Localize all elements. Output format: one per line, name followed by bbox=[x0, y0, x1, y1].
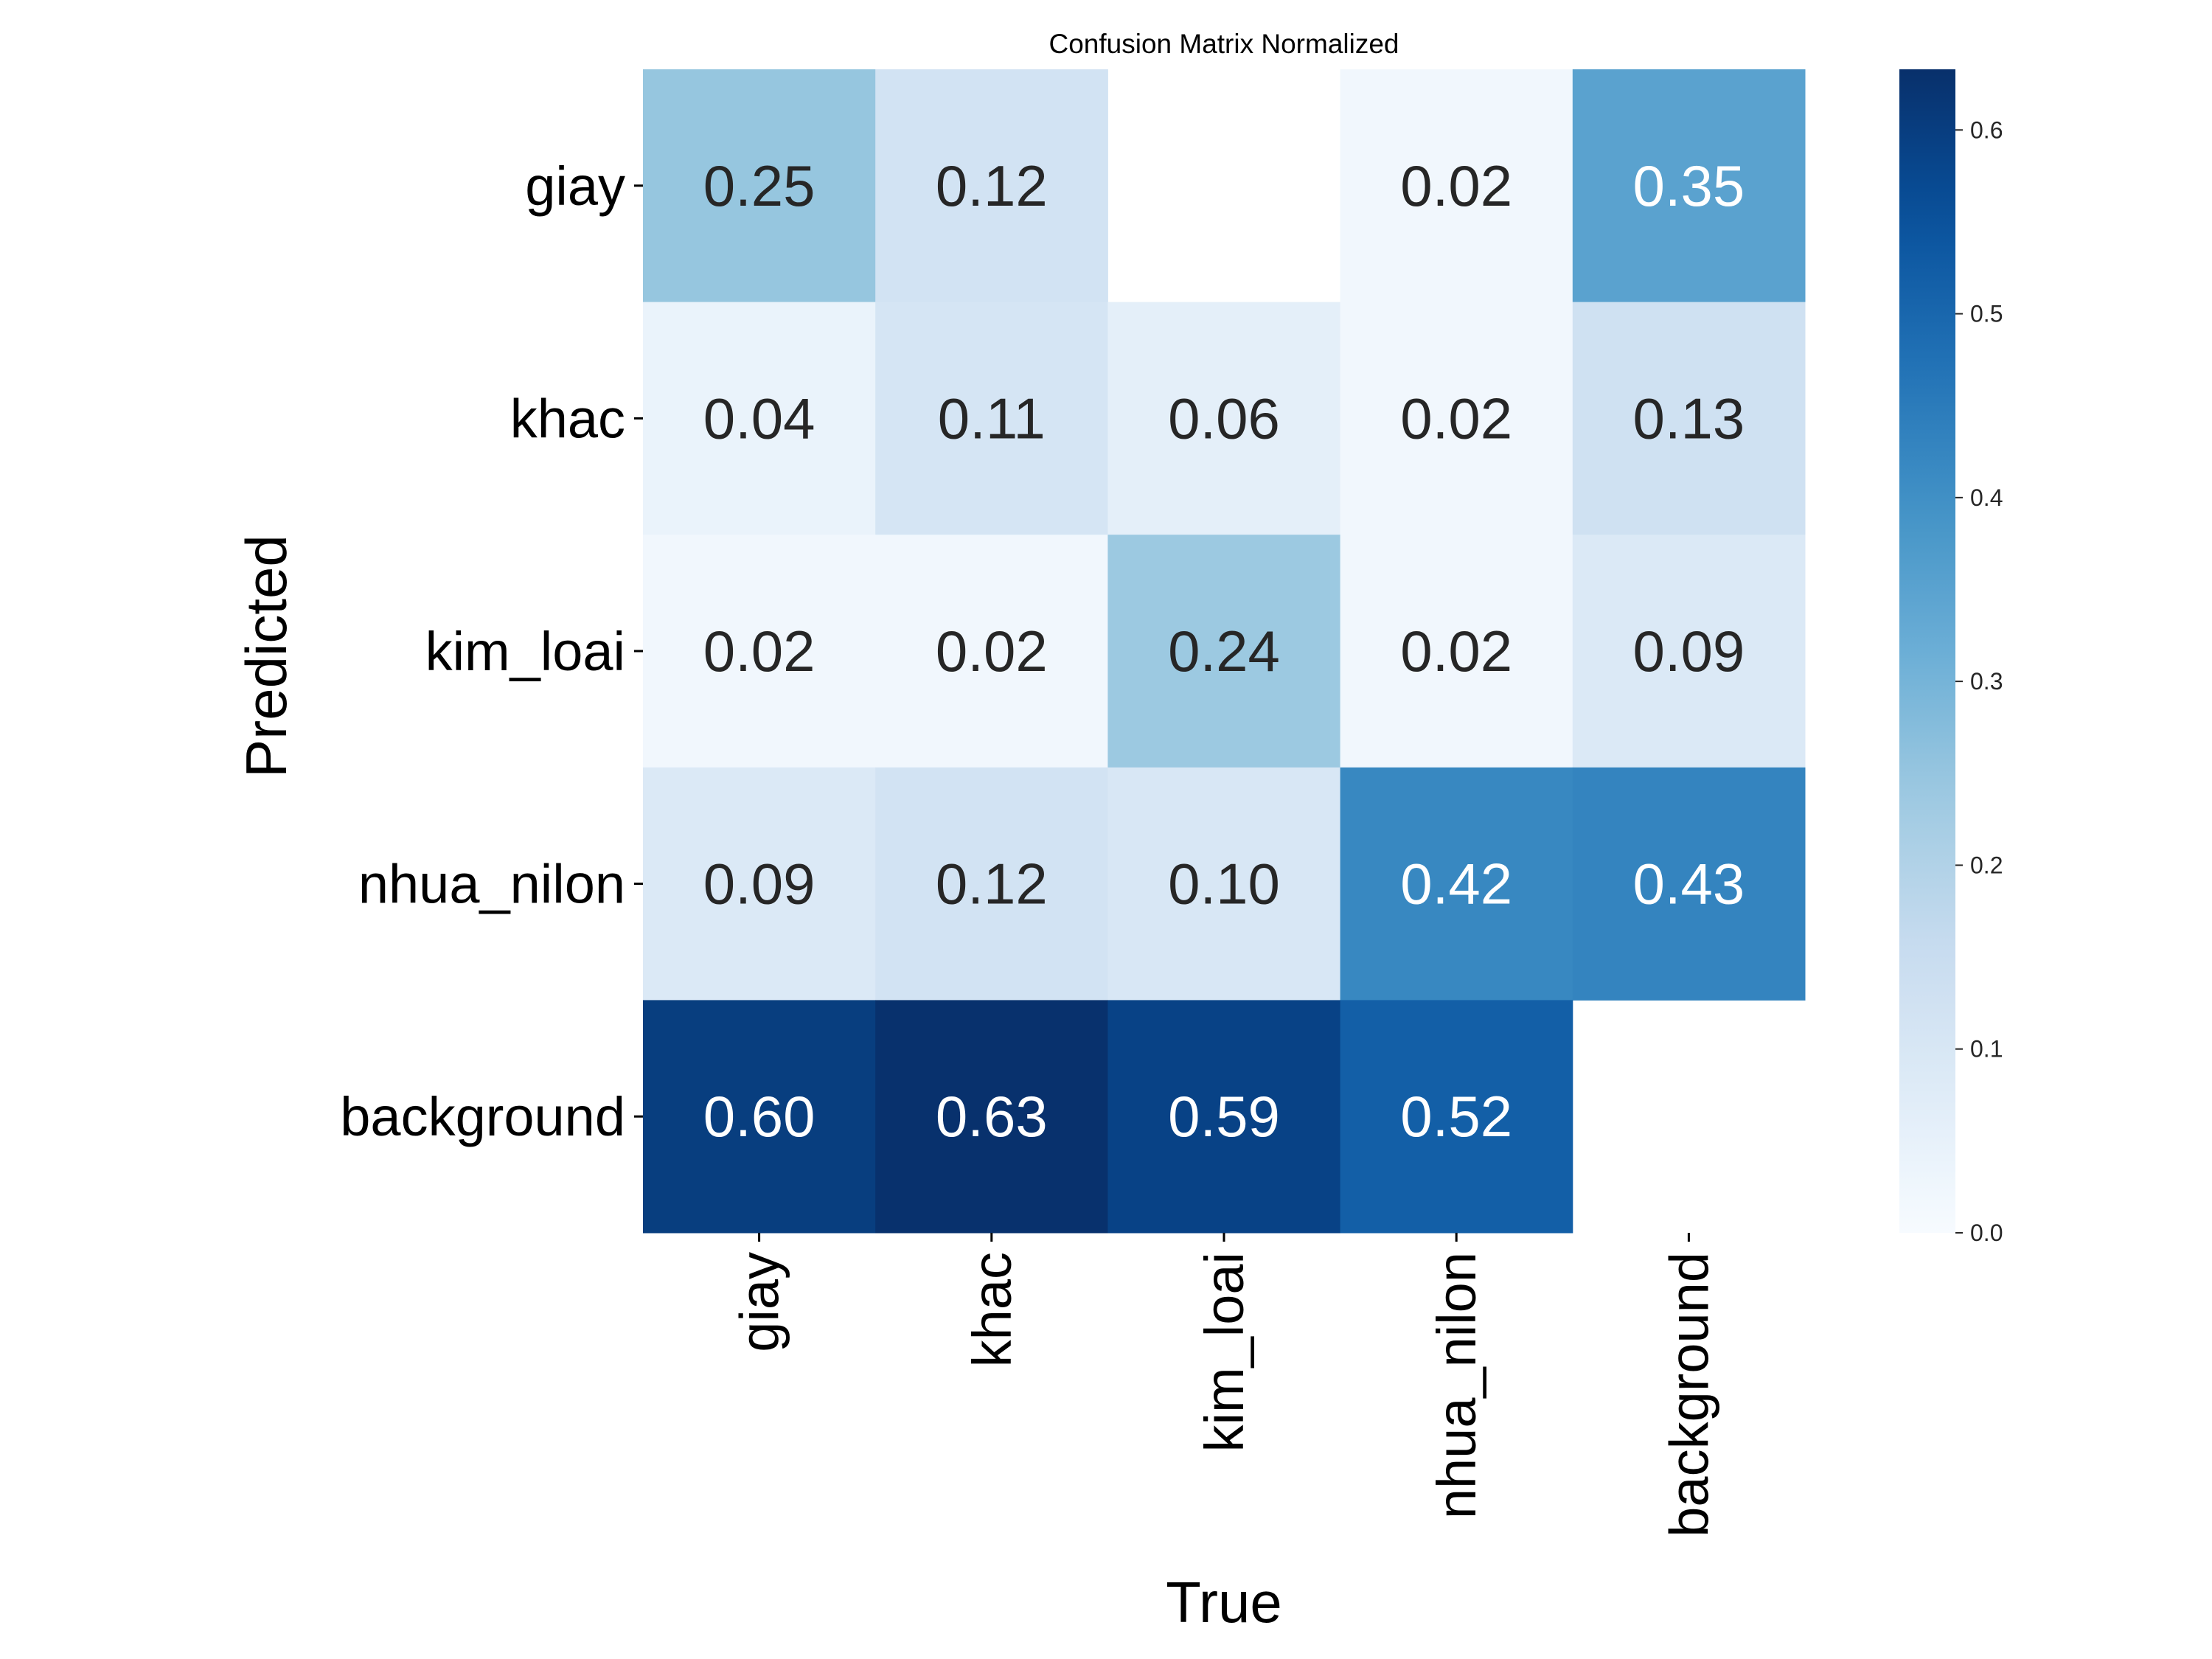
cell-value-label: 0.02 bbox=[703, 619, 815, 684]
y-tick-label: background bbox=[340, 1086, 625, 1147]
y-axis-title: Predicted bbox=[234, 535, 299, 778]
heatmap-cell bbox=[1340, 535, 1573, 768]
colorbar-tick-label: 0.4 bbox=[1970, 484, 2003, 511]
heatmap-cell bbox=[1107, 1000, 1341, 1234]
cell-value-label: 0.60 bbox=[703, 1084, 815, 1149]
colorbar-tick-label: 0.6 bbox=[1970, 116, 2003, 143]
x-tick-label: nhua_nilon bbox=[1426, 1252, 1487, 1519]
heatmap-cell bbox=[643, 69, 876, 303]
heatmap-cell bbox=[1340, 767, 1573, 1001]
cell-value-label: 0.43 bbox=[1632, 852, 1745, 917]
cell-value-label: 0.12 bbox=[936, 153, 1048, 218]
y-axis-ticks: giay khac kim_loai nhua_nilon background bbox=[340, 156, 643, 1147]
x-tick-label: giay bbox=[729, 1252, 790, 1352]
heatmap-cell bbox=[643, 535, 876, 768]
colorbar-tick-label: 0.2 bbox=[1970, 852, 2003, 878]
cell-value-label: 0.09 bbox=[1632, 619, 1745, 684]
cell-value-label: 0.13 bbox=[1632, 386, 1745, 451]
heatmap-cell bbox=[1107, 767, 1341, 1001]
heatmap-cell bbox=[875, 1000, 1108, 1234]
cell-value-label: 0.12 bbox=[936, 852, 1048, 917]
colorbar-tick-label: 0.0 bbox=[1970, 1220, 2003, 1246]
cell-value-label: 0.06 bbox=[1168, 386, 1280, 451]
heatmap-cell bbox=[1572, 69, 1806, 303]
heatmap-cell bbox=[1572, 302, 1806, 535]
heatmap-cell bbox=[1340, 69, 1573, 303]
cell-value-label: 0.24 bbox=[1168, 619, 1280, 684]
heatmap-cell bbox=[1340, 302, 1573, 535]
y-tick-label: nhua_nilon bbox=[358, 854, 625, 915]
heatmap-cell bbox=[1107, 302, 1341, 535]
heatmap-cell bbox=[875, 535, 1108, 768]
cell-value-label: 0.35 bbox=[1632, 153, 1745, 218]
cell-value-label: 0.25 bbox=[703, 153, 815, 218]
cell-value-label: 0.02 bbox=[1400, 619, 1512, 684]
cell-value-label: 0.02 bbox=[1400, 386, 1512, 451]
chart-title: Confusion Matrix Normalized bbox=[1048, 29, 1399, 59]
x-axis-ticks: giay khac kim_loai nhua_nilon background bbox=[729, 1233, 1719, 1537]
cell-value-label: 0.11 bbox=[938, 386, 1046, 451]
x-tick-label: background bbox=[1658, 1252, 1719, 1537]
heatmap-cell bbox=[1572, 767, 1806, 1001]
y-tick-label: kim_loai bbox=[425, 621, 625, 682]
heatmap-cell-labels: 0.25 0.12 0.02 0.35 0.04 0.11 0.06 0.02 0.13 0.02… bbox=[703, 153, 1745, 1149]
x-tick-label: khac bbox=[961, 1252, 1023, 1367]
heatmap-cell bbox=[875, 69, 1108, 303]
cell-value-label: 0.59 bbox=[1168, 1084, 1280, 1149]
colorbar-tick-label: 0.3 bbox=[1970, 668, 2003, 695]
colorbar-gradient bbox=[1899, 69, 1955, 1233]
cell-value-label: 0.10 bbox=[1168, 852, 1280, 917]
heatmap-cell bbox=[643, 767, 876, 1001]
y-tick-label: giay bbox=[525, 156, 625, 217]
heatmap-cell bbox=[875, 767, 1108, 1001]
heatmap-cell bbox=[643, 1000, 876, 1234]
colorbar-tick-label: 0.5 bbox=[1970, 301, 2003, 327]
heatmap-cell bbox=[643, 302, 876, 535]
heatmap-cell bbox=[1340, 1000, 1573, 1234]
heatmap-cell bbox=[1107, 535, 1341, 768]
colorbar-tick-label: 0.1 bbox=[1970, 1036, 2003, 1062]
heatmap-cells bbox=[643, 69, 1806, 1234]
cell-value-label: 0.52 bbox=[1400, 1084, 1512, 1149]
heatmap-cell bbox=[1572, 535, 1806, 768]
x-axis-title: True bbox=[1166, 1570, 1282, 1635]
cell-value-label: 0.42 bbox=[1400, 852, 1512, 917]
heatmap-cell bbox=[875, 302, 1108, 535]
cell-value-label: 0.04 bbox=[703, 386, 815, 451]
cell-value-label: 0.02 bbox=[936, 619, 1048, 684]
cell-value-label: 0.09 bbox=[703, 852, 815, 917]
cell-value-label: 0.02 bbox=[1400, 153, 1512, 218]
y-tick-label: khac bbox=[510, 388, 625, 449]
x-tick-label: kim_loai bbox=[1194, 1252, 1255, 1452]
colorbar: 0.0 0.1 0.2 0.3 0.4 0.5 0.6 bbox=[1899, 69, 2003, 1246]
cell-value-label: 0.63 bbox=[936, 1084, 1048, 1149]
